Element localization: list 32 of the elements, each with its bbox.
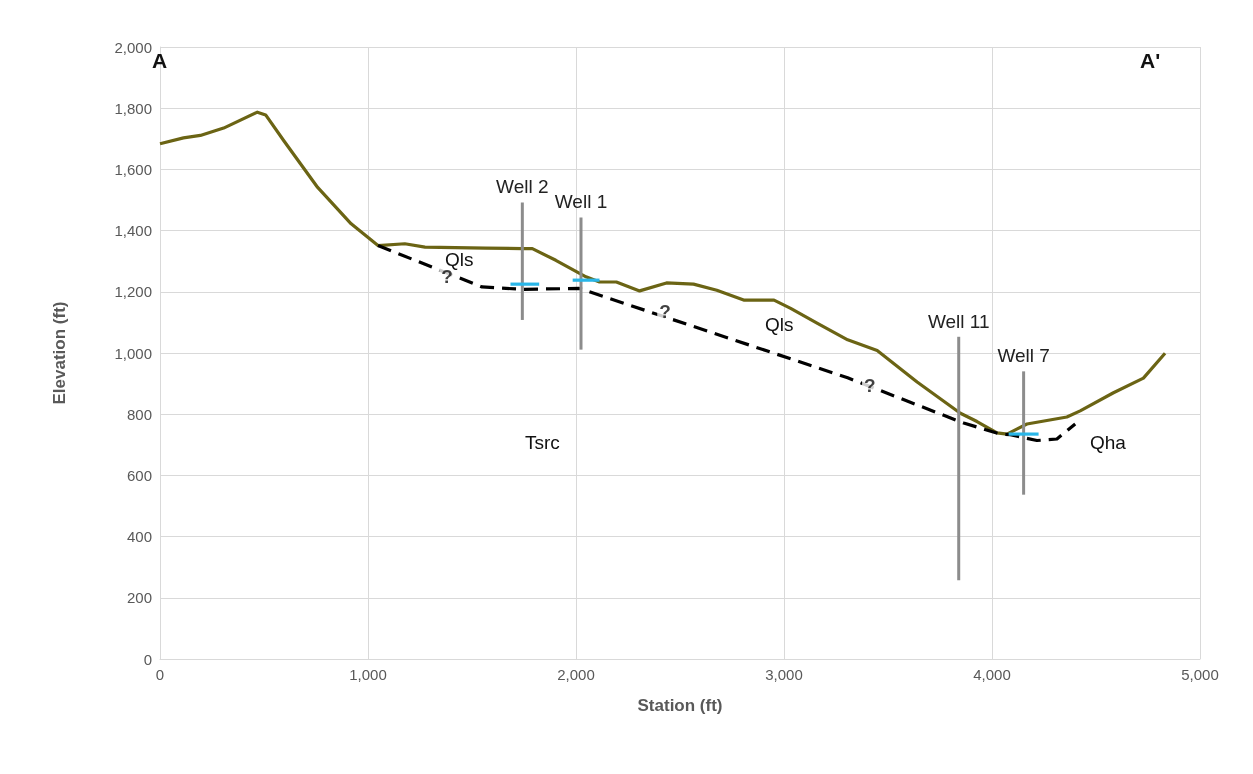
y-tick-label: 1,200 <box>114 283 152 301</box>
y-tick-label: 200 <box>126 589 152 607</box>
y-tick-label: 600 <box>126 466 152 484</box>
annotation: ? <box>659 300 671 322</box>
y-tick-label: 1,800 <box>114 99 152 117</box>
annotation: ? <box>441 266 453 288</box>
annotation: Qha <box>1090 432 1127 453</box>
series-label: Well 11 <box>927 310 990 332</box>
series-label: Well 2 <box>496 176 549 198</box>
y-tick-label: 0 <box>143 650 152 668</box>
x-tick-label: 1,000 <box>349 666 387 683</box>
y-axis-title: Elevation (ft) <box>50 301 69 405</box>
line-series <box>158 110 1167 436</box>
annotation: Tsrc <box>525 432 560 453</box>
series-label: Well 7 <box>997 345 1050 367</box>
annotation: ? <box>864 374 876 396</box>
x-tick-label: 2,000 <box>557 666 595 683</box>
y-tick-label: 2,000 <box>114 38 152 56</box>
y-tick-label: 1,000 <box>114 344 152 362</box>
annotation: A' <box>1140 49 1161 72</box>
y-tick-label: 1,600 <box>114 160 152 178</box>
x-tick-label: 5,000 <box>1181 666 1219 683</box>
y-tick-label: 400 <box>126 528 152 546</box>
annotation: A <box>152 49 168 72</box>
y-tick-label: 1,400 <box>114 222 152 240</box>
y-tick-label: 800 <box>126 405 152 423</box>
x-tick-label: 0 <box>155 666 165 683</box>
x-tick-label: 4,000 <box>973 666 1011 683</box>
x-axis-title: Station (ft) <box>637 696 723 715</box>
x-tick-label: 3,000 <box>765 666 803 683</box>
series-label: Well 1 <box>554 191 608 213</box>
annotation: Qls <box>765 314 794 335</box>
